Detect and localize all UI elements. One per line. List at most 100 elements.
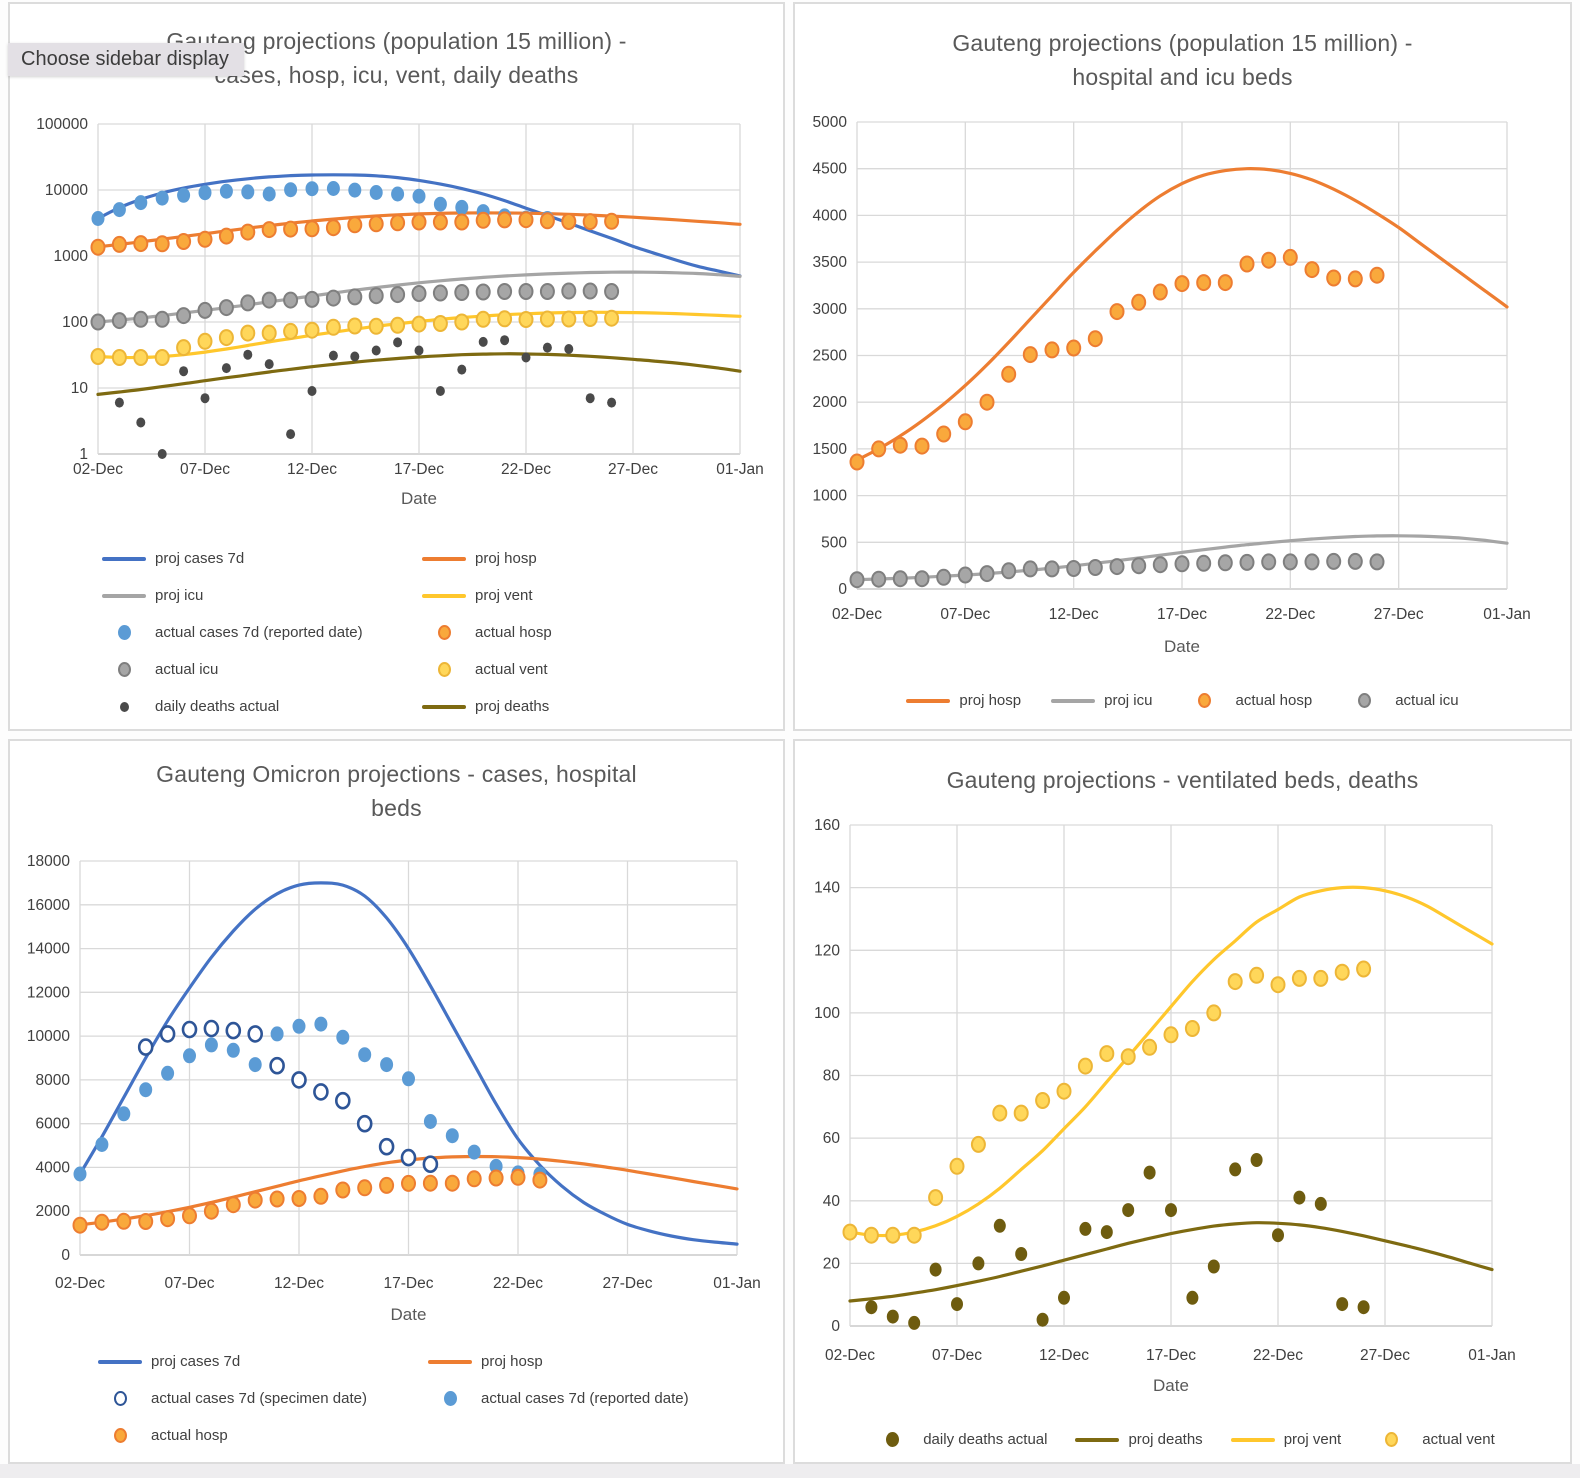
series-line-proj-vent	[848, 885, 1494, 1238]
legend-label: daily deaths actual	[155, 698, 280, 715]
svg-text:22-Dec: 22-Dec	[493, 1275, 543, 1292]
legend-item: actual icu	[1342, 692, 1459, 709]
series-line-proj-cases-7d	[78, 881, 739, 1246]
legend-item: proj deaths	[1075, 1431, 1203, 1448]
svg-text:4000: 4000	[813, 207, 848, 224]
legend-swatch	[98, 1391, 142, 1406]
legend-item: actual cases 7d (reported date)	[102, 624, 422, 641]
legend-item: actual hosp	[422, 624, 722, 641]
svg-text:8000: 8000	[36, 1072, 71, 1089]
chart-panel-overview-log: Gauteng projections (population 15 milli…	[8, 2, 785, 731]
legend-item: proj cases 7d	[98, 1353, 428, 1370]
svg-text:10000: 10000	[45, 182, 88, 199]
svg-text:12-Dec: 12-Dec	[1049, 606, 1099, 623]
series-dots-actual-vent	[90, 309, 620, 366]
svg-text:02-Dec: 02-Dec	[825, 1347, 875, 1364]
svg-text:160: 160	[814, 817, 840, 834]
legend-item: proj vent	[1230, 1431, 1342, 1448]
legend-label: actual cases 7d (specimen date)	[151, 1390, 367, 1407]
legend-swatch	[1051, 698, 1096, 703]
svg-text:Date: Date	[401, 489, 437, 508]
legend-swatch	[98, 1428, 142, 1443]
svg-text:07-Dec: 07-Dec	[932, 1347, 982, 1364]
svg-text:100: 100	[814, 1005, 840, 1022]
svg-text:07-Dec: 07-Dec	[940, 606, 990, 623]
series-line-proj-deaths	[848, 1221, 1494, 1303]
svg-text:12000: 12000	[27, 984, 70, 1001]
legend-item: actual cases 7d (reported date)	[428, 1390, 758, 1407]
overview-log-legend: proj cases 7d proj hosp proj icu proj vent a…	[102, 540, 722, 725]
hosp-icu-beds-plot: 0 500 1000 1500 2000 2500 3000 3500 4000 4500 5000…	[813, 114, 1531, 656]
legend-swatch	[1342, 693, 1386, 708]
svg-text:5000: 5000	[813, 114, 848, 131]
svg-text:0: 0	[831, 1318, 840, 1335]
svg-text:02-Dec: 02-Dec	[73, 461, 123, 478]
series-dots-daily-deaths-actual	[865, 1153, 1370, 1330]
series-line-proj-cases-7d	[96, 173, 742, 278]
legend-item: actual hosp	[98, 1427, 428, 1444]
legend-label: actual vent	[1422, 1431, 1495, 1448]
svg-text:20: 20	[823, 1255, 841, 1272]
legend-swatch	[422, 704, 466, 709]
svg-text:02-Dec: 02-Dec	[55, 1275, 105, 1292]
svg-text:4500: 4500	[813, 161, 848, 178]
series-dots-daily-deaths-actual	[114, 335, 617, 459]
legend-swatch	[98, 1359, 142, 1364]
svg-text:1000: 1000	[813, 488, 848, 505]
legend-label: proj vent	[1283, 1431, 1342, 1448]
legend-swatch	[1230, 1437, 1275, 1442]
legend-swatch	[422, 662, 466, 677]
legend-item: actual vent	[422, 661, 722, 678]
svg-text:2500: 2500	[813, 348, 848, 365]
chart-panel-vent-deaths: Gauteng projections - ventilated beds, d…	[793, 739, 1572, 1464]
vent-deaths-plot: 0 20 40 60 80 100 120 140 160 02-Dec 07-Dec 12-Dec 1…	[814, 817, 1516, 1395]
svg-text:17-Dec: 17-Dec	[384, 1275, 434, 1292]
legend-swatch	[428, 1391, 472, 1406]
legend-label: proj hosp	[959, 692, 1022, 709]
legend-label: actual hosp	[1235, 692, 1313, 709]
vent-deaths-title: Gauteng projections - ventilated beds, d…	[946, 767, 1419, 793]
svg-text:27-Dec: 27-Dec	[603, 1275, 653, 1292]
svg-text:120: 120	[814, 942, 840, 959]
legend-label: actual vent	[475, 661, 548, 678]
vent-deaths-legend: daily deaths actual proj deaths proj vent a…	[795, 1431, 1570, 1448]
legend-item: proj cases 7d	[102, 550, 422, 567]
series-dots-actual-icu	[849, 552, 1385, 589]
svg-text:60: 60	[823, 1130, 841, 1147]
legend-label: proj deaths	[475, 698, 550, 715]
omicron-cases-hosp-title: Gauteng Omicron projections - cases, hos…	[156, 761, 637, 821]
legend-item: actual icu	[102, 661, 422, 678]
legend-item: proj hosp	[422, 550, 722, 567]
svg-text:100: 100	[62, 314, 88, 331]
svg-text:2000: 2000	[813, 394, 848, 411]
legend-item: proj icu	[1051, 692, 1152, 709]
legend-swatch	[102, 662, 146, 677]
svg-text:3000: 3000	[813, 301, 848, 318]
svg-text:18000: 18000	[27, 853, 70, 870]
chart-panel-omicron-cases-hosp: Gauteng Omicron projections - cases, hos…	[8, 739, 785, 1464]
svg-text:02-Dec: 02-Dec	[832, 606, 882, 623]
svg-text:0: 0	[838, 581, 847, 598]
legend-item: daily deaths actual	[102, 698, 422, 715]
svg-text:500: 500	[821, 534, 847, 551]
legend-item: proj vent	[422, 587, 722, 604]
legend-item: actual cases 7d (specimen date)	[98, 1390, 428, 1407]
svg-text:27-Dec: 27-Dec	[1374, 606, 1424, 623]
series-dots-actual-hosp	[849, 248, 1385, 471]
legend-swatch	[422, 625, 466, 640]
svg-text:0: 0	[61, 1247, 70, 1264]
hosp-icu-beds-legend: proj hosp proj icu actual hosp actual icu	[795, 692, 1570, 709]
chart-panel-hosp-icu-beds: Gauteng projections (population 15 milli…	[793, 2, 1572, 731]
legend-swatch	[906, 698, 951, 703]
svg-text:17-Dec: 17-Dec	[1157, 606, 1207, 623]
svg-text:07-Dec: 07-Dec	[180, 461, 230, 478]
series-dots-actual-vent	[842, 960, 1372, 1244]
svg-text:10000: 10000	[27, 1028, 70, 1045]
series-line-proj-hosp	[855, 167, 1509, 462]
legend-label: proj cases 7d	[155, 550, 245, 567]
series-dots-actual-hosp	[72, 1168, 548, 1234]
svg-text:14000: 14000	[27, 941, 70, 958]
svg-text:07-Dec: 07-Dec	[165, 1275, 215, 1292]
legend-swatch	[422, 556, 466, 561]
